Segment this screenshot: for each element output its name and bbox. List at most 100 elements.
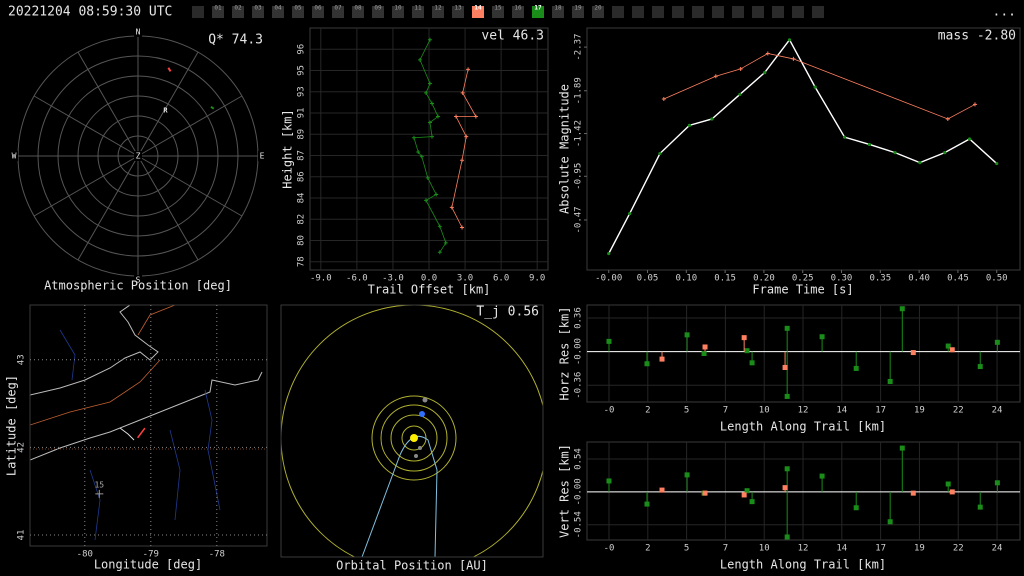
y-axis-label: Vert Res [km] [558, 444, 572, 538]
station-label: 15 [94, 480, 104, 489]
station-slot [752, 6, 764, 18]
station-box[interactable] [592, 6, 604, 18]
x-tick-label: -9.0 [310, 274, 332, 284]
y-tick-label: 86 [297, 171, 307, 182]
point [738, 92, 742, 97]
point [819, 334, 825, 340]
station-box[interactable] [572, 6, 584, 18]
station-box[interactable] [412, 6, 424, 18]
station-box[interactable] [372, 6, 384, 18]
station-box[interactable] [252, 6, 264, 18]
point [977, 504, 983, 510]
station-label: 20 [594, 5, 602, 12]
station-label: 10 [394, 5, 402, 12]
point [659, 487, 665, 493]
station-label: 04 [274, 5, 282, 12]
x-tick-label: 0.10 [675, 274, 697, 284]
station-box[interactable] [432, 6, 444, 18]
point [972, 102, 977, 107]
point [606, 478, 612, 484]
x-axis-label: Length Along Trail [km] [720, 420, 886, 434]
y-tick-label: 43 [17, 354, 27, 365]
point [791, 56, 796, 61]
station-label: 08 [354, 5, 362, 12]
point [687, 123, 692, 127]
grid-spoke [33, 95, 139, 157]
point [765, 51, 770, 56]
point [684, 472, 690, 478]
station-box[interactable] [312, 6, 324, 18]
annotation: T_j 0.56 [476, 305, 539, 320]
x-tick-label: 9.0 [529, 274, 545, 284]
x-tick-label: -80 [77, 550, 93, 560]
station-box[interactable] [492, 6, 504, 18]
station-box[interactable] [272, 6, 284, 18]
series-line [451, 69, 477, 228]
y-tick-label: 80 [297, 235, 307, 246]
point [454, 114, 459, 119]
station-marker [95, 489, 104, 498]
station-box[interactable] [472, 6, 484, 18]
direction-label: N [136, 28, 141, 37]
point [606, 338, 612, 344]
station-slot [792, 6, 804, 18]
point [449, 205, 454, 210]
x-tick-label: -0.00 [595, 274, 622, 284]
y-axis-label: Height [km] [281, 109, 295, 188]
point [464, 134, 469, 139]
station-box[interactable] [392, 6, 404, 18]
point [423, 198, 428, 203]
station-label: 11 [414, 5, 422, 12]
station-box[interactable] [232, 6, 244, 18]
x-tick-label: 19 [914, 544, 925, 554]
station-box[interactable] [292, 6, 304, 18]
point [416, 149, 421, 154]
x-tick-label: 0.45 [947, 274, 969, 284]
station-label: 03 [254, 5, 262, 12]
plot-frame [280, 304, 544, 558]
x-tick-label: 3.0 [457, 274, 473, 284]
point [702, 344, 708, 350]
point [473, 114, 478, 119]
y-tick-label: 84 [297, 193, 307, 204]
y-tick-label: 82 [297, 214, 307, 225]
y-tick-label: -1.89 [574, 77, 584, 104]
station-slot [732, 6, 744, 18]
x-tick-label: 2 [645, 406, 650, 416]
point [893, 151, 897, 155]
x-tick-label: 10 [759, 544, 770, 554]
station-box[interactable] [452, 6, 464, 18]
point [853, 365, 859, 371]
x-tick-label: 0.05 [637, 274, 659, 284]
x-tick-label: 0.40 [908, 274, 930, 284]
station-box[interactable] [332, 6, 344, 18]
point [843, 135, 847, 139]
station-label: 09 [374, 5, 382, 12]
x-tick-label: 2 [645, 544, 650, 554]
station-box[interactable] [532, 6, 544, 18]
x-tick-label: 12 [798, 544, 809, 554]
station-box[interactable] [552, 6, 564, 18]
point [644, 501, 650, 507]
x-tick-label: 5 [684, 406, 689, 416]
point [701, 351, 707, 356]
y-tick-label: 41 [17, 530, 27, 541]
point [994, 480, 1000, 486]
plot-frame [586, 27, 1021, 271]
station-box[interactable] [212, 6, 224, 18]
station-box[interactable] [352, 6, 364, 18]
point [436, 114, 441, 119]
point [713, 74, 718, 79]
point [684, 332, 690, 338]
point [702, 490, 708, 496]
y-tick-label: 42 [17, 442, 27, 453]
x-tick-label: 7 [723, 406, 728, 416]
station-box[interactable] [512, 6, 524, 18]
series-line [663, 53, 976, 120]
point [943, 151, 947, 155]
point [741, 492, 747, 498]
direction-label: S [136, 276, 141, 285]
x-tick-label: 7 [723, 544, 728, 554]
menu[interactable]: ... [993, 5, 1016, 20]
